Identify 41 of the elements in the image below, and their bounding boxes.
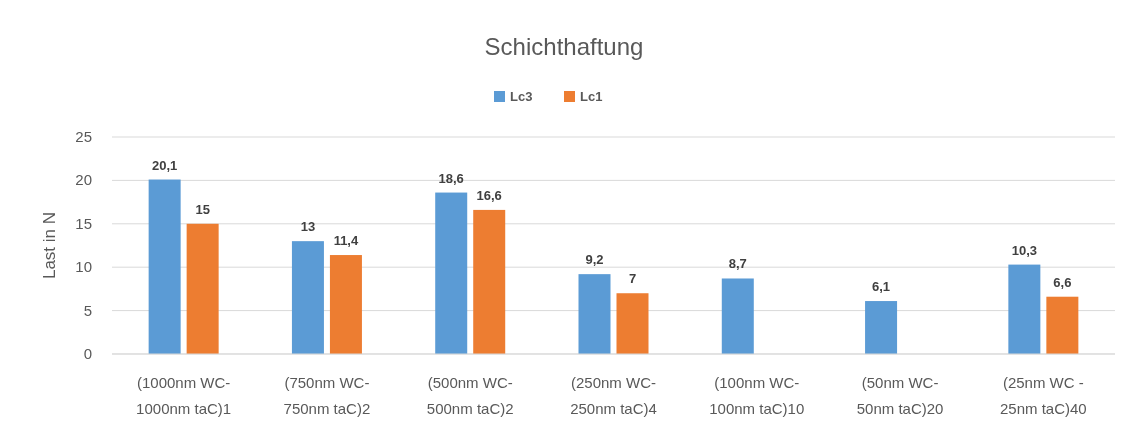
data-label: 15: [195, 201, 210, 217]
bar: [721, 278, 754, 354]
chart-title: Schichthaftung: [484, 33, 644, 60]
legend-label: Lc3: [510, 89, 533, 104]
y-tick-label: 10: [75, 258, 92, 276]
data-label: 6,1: [872, 279, 891, 295]
bar: [578, 274, 611, 354]
x-tick-label: (500nm WC- 500nm taC)2: [426, 374, 514, 417]
bar: [473, 209, 506, 354]
bar: [616, 293, 649, 354]
y-tick-label: 5: [83, 301, 92, 319]
bar: [291, 241, 324, 354]
x-tick-label: (250nm WC- 250nm taC)4: [570, 374, 657, 417]
data-label: 8,7: [728, 256, 747, 272]
x-tick-label: (25nm WC - 25nm taC)40: [1000, 374, 1087, 417]
y-axis-title: Last in N: [40, 211, 59, 280]
data-label: 13: [300, 219, 316, 235]
y-tick-label: 25: [75, 128, 92, 145]
y-tick-label: 20: [75, 171, 92, 189]
data-label: 18,6: [438, 170, 464, 186]
x-tick-label: (750nm WC- 750nm taC)2: [283, 374, 371, 417]
x-tick-label: (100nm WC- 100nm taC)10: [709, 374, 805, 417]
y-tick-label: 0: [83, 345, 92, 362]
bar: [435, 192, 468, 354]
bar: [865, 301, 898, 354]
data-label: 7: [628, 271, 637, 287]
bar: [1046, 296, 1079, 354]
data-label: 10,3: [1011, 242, 1038, 258]
data-label: 16,6: [476, 187, 502, 203]
y-tick-label: 15: [75, 214, 92, 232]
data-label: 9,2: [585, 252, 604, 268]
data-label: 6,6: [1053, 274, 1072, 290]
bar: [186, 223, 219, 354]
x-tick-label: (1000nm WC- 1000nm taC)1: [136, 374, 232, 417]
bar: [1008, 264, 1041, 354]
legend-label: Lc1: [580, 89, 603, 104]
bar: [329, 255, 362, 354]
data-label: 20,1: [151, 157, 178, 173]
data-label: 11,4: [333, 233, 359, 249]
bar: [148, 179, 181, 354]
x-tick-label: (50nm WC- 50nm taC)20: [856, 374, 944, 417]
